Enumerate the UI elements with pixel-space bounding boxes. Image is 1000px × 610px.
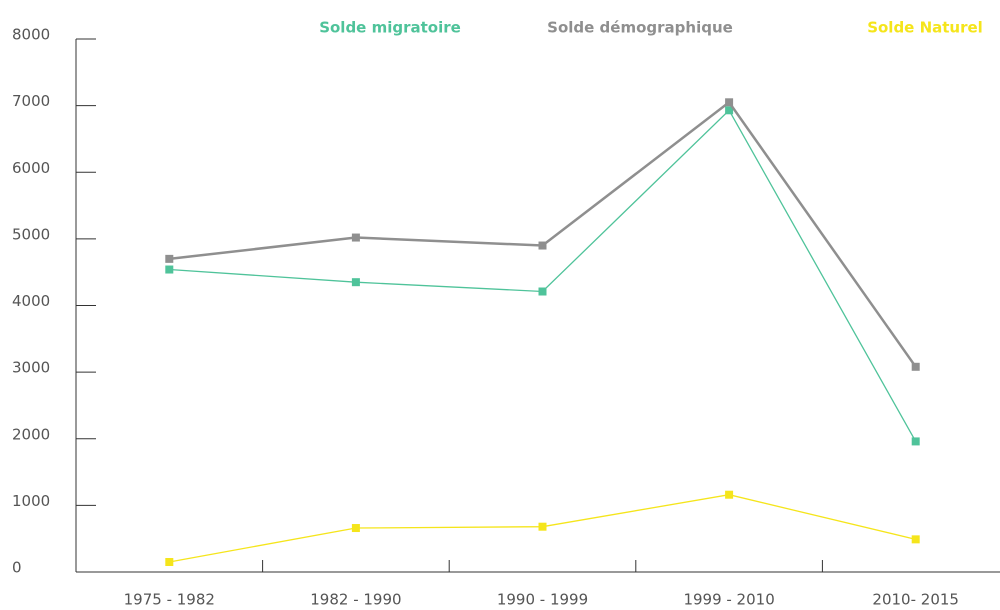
point-marker — [911, 362, 920, 371]
x-tick-label: 1999 - 2010 — [683, 591, 774, 609]
point-marker — [725, 106, 734, 115]
x-tick-label: 1982 - 1990 — [310, 591, 401, 609]
series-line — [169, 100, 917, 368]
point-marker — [538, 522, 547, 531]
point-marker — [351, 524, 360, 533]
legend-label: Solde démographique — [547, 19, 733, 37]
y-tick-label: 8000 — [12, 26, 50, 44]
point-marker — [165, 558, 174, 567]
point-marker — [351, 278, 360, 287]
series-line — [169, 109, 917, 442]
y-tick-label: 5000 — [12, 225, 50, 243]
point-marker — [165, 265, 174, 274]
point-marker — [725, 98, 734, 107]
y-tick-label: 7000 — [12, 92, 50, 110]
y-tick-label: 2000 — [12, 425, 50, 443]
y-tick-label: 3000 — [12, 359, 50, 377]
point-marker — [538, 241, 547, 250]
y-tick-label: 1000 — [12, 492, 50, 510]
y-tick-label: 0 — [12, 559, 22, 577]
point-marker — [911, 535, 920, 544]
x-tick-label: 1990 - 1999 — [497, 591, 588, 609]
legend-label: Solde migratoire — [319, 19, 461, 37]
point-marker — [351, 233, 360, 242]
x-tick-label: 1975 - 1982 — [124, 591, 215, 609]
y-tick-label: 6000 — [12, 159, 50, 177]
legend-label: Solde Naturel — [867, 19, 983, 37]
point-marker — [165, 254, 174, 263]
point-marker — [725, 490, 734, 499]
x-tick-label: 2010- 2015 — [872, 591, 959, 609]
point-marker — [538, 287, 547, 296]
point-marker — [911, 437, 920, 446]
y-tick-label: 4000 — [12, 292, 50, 310]
